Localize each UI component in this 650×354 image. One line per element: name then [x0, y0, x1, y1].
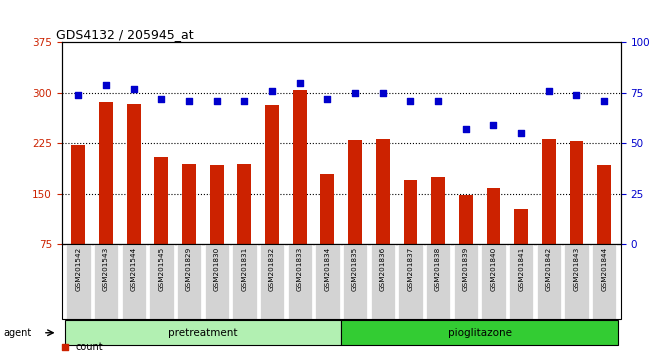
- Bar: [597, 165, 611, 295]
- Bar: [155, 157, 168, 295]
- Bar: [398, 244, 422, 319]
- Point: [488, 122, 499, 128]
- Bar: [426, 244, 450, 319]
- Bar: [177, 244, 202, 319]
- Point: [267, 88, 278, 94]
- Point: [543, 88, 554, 94]
- Bar: [287, 244, 312, 319]
- Bar: [66, 244, 90, 319]
- Bar: [315, 244, 339, 319]
- Point: [129, 86, 139, 92]
- Point: [156, 96, 166, 102]
- Bar: [232, 244, 257, 319]
- Text: GSM201543: GSM201543: [103, 246, 109, 291]
- Text: count: count: [75, 342, 103, 352]
- Point: [405, 98, 415, 104]
- Bar: [542, 139, 556, 295]
- Text: GSM201833: GSM201833: [297, 246, 303, 291]
- Bar: [404, 181, 417, 295]
- Text: GSM201838: GSM201838: [435, 246, 441, 291]
- Bar: [320, 174, 334, 295]
- Bar: [292, 90, 307, 295]
- Point: [461, 126, 471, 132]
- Point: [184, 98, 194, 104]
- Text: GSM201836: GSM201836: [380, 246, 385, 291]
- Point: [73, 92, 84, 98]
- Text: GSM201832: GSM201832: [269, 246, 275, 291]
- Text: GSM201829: GSM201829: [186, 246, 192, 291]
- Point: [59, 344, 70, 350]
- Text: GSM201545: GSM201545: [159, 246, 164, 291]
- Bar: [592, 244, 616, 319]
- Text: GSM201542: GSM201542: [75, 246, 81, 291]
- Point: [211, 98, 222, 104]
- Bar: [99, 102, 113, 295]
- Point: [599, 98, 609, 104]
- Point: [571, 92, 582, 98]
- Bar: [537, 244, 561, 319]
- Bar: [509, 244, 533, 319]
- Bar: [459, 195, 473, 295]
- Bar: [210, 165, 224, 295]
- Text: GSM201835: GSM201835: [352, 246, 358, 291]
- Text: GSM201831: GSM201831: [241, 246, 248, 291]
- Bar: [564, 244, 589, 319]
- Text: GDS4132 / 205945_at: GDS4132 / 205945_at: [56, 28, 194, 41]
- Bar: [260, 244, 284, 319]
- Bar: [431, 177, 445, 295]
- Text: GSM201837: GSM201837: [408, 246, 413, 291]
- Bar: [487, 188, 501, 295]
- Text: GSM201843: GSM201843: [573, 246, 579, 291]
- Bar: [454, 244, 478, 319]
- Text: GSM201842: GSM201842: [546, 246, 552, 291]
- Point: [433, 98, 443, 104]
- Point: [350, 90, 360, 96]
- Text: agent: agent: [3, 328, 31, 338]
- Bar: [182, 164, 196, 295]
- Text: pretreatment: pretreatment: [168, 328, 238, 338]
- Bar: [122, 244, 146, 319]
- Bar: [514, 209, 528, 295]
- Bar: [265, 105, 279, 295]
- Point: [516, 131, 526, 136]
- Bar: [481, 244, 506, 319]
- Bar: [237, 164, 252, 295]
- Bar: [150, 244, 174, 319]
- Bar: [94, 244, 118, 319]
- Point: [378, 90, 388, 96]
- Text: GSM201839: GSM201839: [463, 246, 469, 291]
- Point: [239, 98, 250, 104]
- Bar: [64, 320, 341, 345]
- Text: GSM201841: GSM201841: [518, 246, 524, 291]
- Text: GSM201830: GSM201830: [214, 246, 220, 291]
- Bar: [343, 244, 367, 319]
- Text: GSM201834: GSM201834: [324, 246, 330, 291]
- Point: [294, 80, 305, 86]
- Bar: [348, 140, 362, 295]
- Bar: [370, 244, 395, 319]
- Bar: [72, 145, 85, 295]
- Bar: [569, 141, 584, 295]
- Text: pioglitazone: pioglitazone: [448, 328, 512, 338]
- Bar: [376, 139, 390, 295]
- Point: [322, 96, 333, 102]
- Bar: [205, 244, 229, 319]
- Bar: [127, 104, 140, 295]
- Text: GSM201840: GSM201840: [491, 246, 497, 291]
- Text: GSM201844: GSM201844: [601, 246, 607, 291]
- Point: [101, 82, 111, 88]
- Text: GSM201544: GSM201544: [131, 246, 136, 291]
- Bar: [341, 320, 618, 345]
